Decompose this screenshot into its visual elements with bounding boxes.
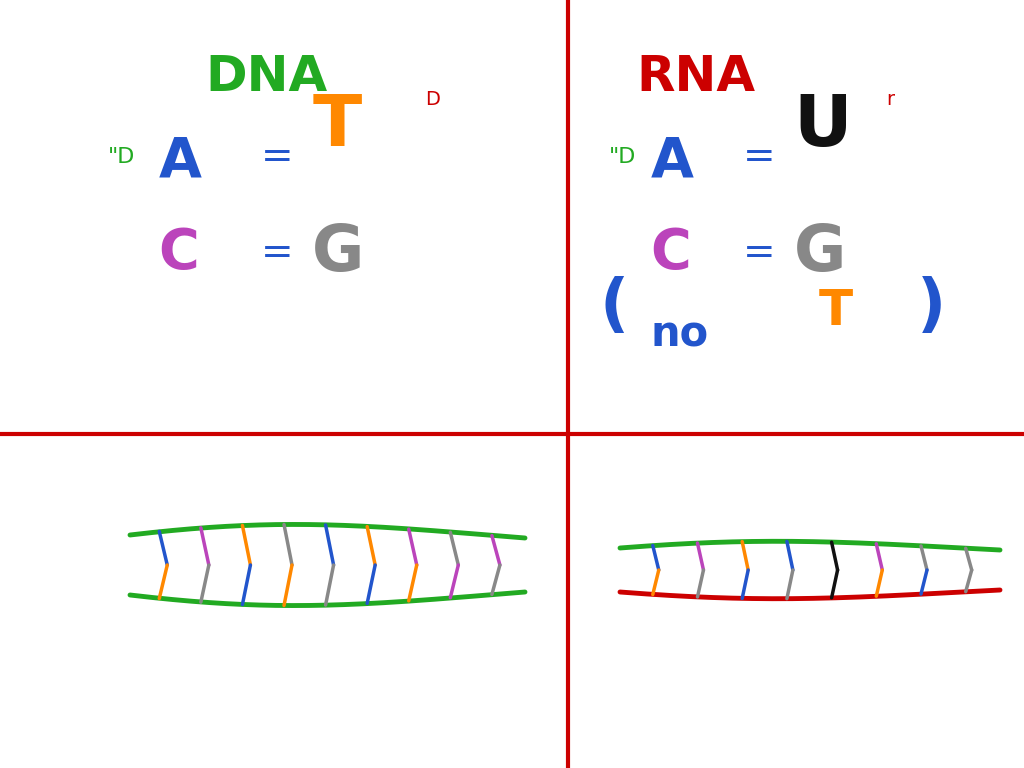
Text: DNA: DNA	[205, 53, 328, 101]
Text: G: G	[312, 223, 365, 284]
Text: A: A	[650, 134, 693, 188]
Text: =: =	[261, 234, 294, 273]
Text: D: D	[425, 91, 440, 109]
Text: (: (	[599, 276, 629, 338]
Text: ): )	[916, 276, 946, 338]
Text: r: r	[886, 91, 894, 109]
Text: C: C	[650, 227, 691, 280]
Text: T: T	[312, 92, 361, 161]
Text: "D: "D	[108, 147, 135, 167]
Text: no: no	[650, 313, 709, 355]
Text: C: C	[159, 227, 200, 280]
Text: =: =	[742, 234, 775, 273]
Text: "D: "D	[609, 147, 637, 167]
Text: RNA: RNA	[637, 53, 756, 101]
Text: T: T	[819, 287, 853, 335]
Text: =: =	[261, 138, 294, 177]
Text: A: A	[159, 134, 202, 188]
Text: U: U	[794, 92, 852, 161]
Text: G: G	[794, 223, 846, 284]
Text: =: =	[742, 138, 775, 177]
